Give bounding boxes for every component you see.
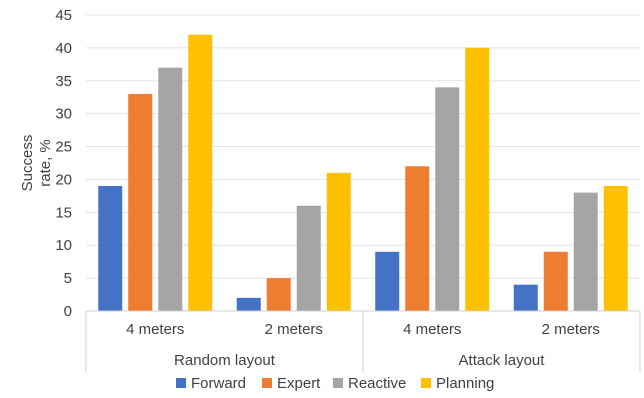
legend-swatch-planning [421,378,431,388]
y-axis-label-line1: Success [19,135,36,192]
legend: Forward Expert Reactive Planning [176,375,494,392]
y-tick-label: 0 [64,303,72,320]
group-labels: Random layout Attack layout [174,352,545,369]
y-tick-label: 20 [55,171,72,188]
bar-forward [513,284,538,311]
y-tick-label: 25 [55,139,72,156]
y-tick-label: 45 [55,7,72,24]
x-axis [85,310,641,372]
bar-expert [543,251,568,311]
bar-forward [98,186,123,311]
y-axis-label: Success rate, % [19,135,54,192]
legend-label: Planning [436,375,494,392]
bar-planning [603,186,628,311]
y-axis-ticks: 0 5 10 15 20 25 30 35 40 45 [55,7,72,320]
y-tick-label: 40 [55,40,72,57]
bar-reactive [573,192,598,311]
bar-planning [465,47,490,312]
category-label: 4 meters [403,321,461,338]
bar-expert [405,166,430,311]
bars [98,34,628,312]
bar-forward [375,251,400,311]
legend-swatch-reactive [333,378,343,388]
y-tick-label: 5 [64,270,72,287]
legend-label: Expert [277,375,321,392]
legend-swatch-forward [176,378,186,388]
bar-reactive [435,87,460,311]
bar-expert [128,93,153,311]
legend-label: Reactive [348,375,406,392]
group-label: Random layout [174,352,276,369]
y-tick-label: 15 [55,204,72,221]
bar-forward [236,297,261,311]
category-label: 4 meters [126,321,184,338]
y-axis-label-line2: rate, % [37,139,54,187]
bar-expert [266,278,291,311]
bar-reactive [158,67,183,311]
bar-planning [188,34,213,311]
legend-swatch-expert [262,378,272,388]
y-tick-label: 35 [55,73,72,90]
legend-label: Forward [191,375,246,392]
y-tick-label: 10 [55,237,72,254]
category-label: 2 meters [542,321,600,338]
bar-reactive [296,205,321,311]
category-label: 2 meters [265,321,323,338]
bar-planning [326,172,351,311]
y-tick-label: 30 [55,106,72,123]
category-labels: 4 meters 2 meters 4 meters 2 meters [126,321,600,338]
group-label: Attack layout [459,352,546,369]
